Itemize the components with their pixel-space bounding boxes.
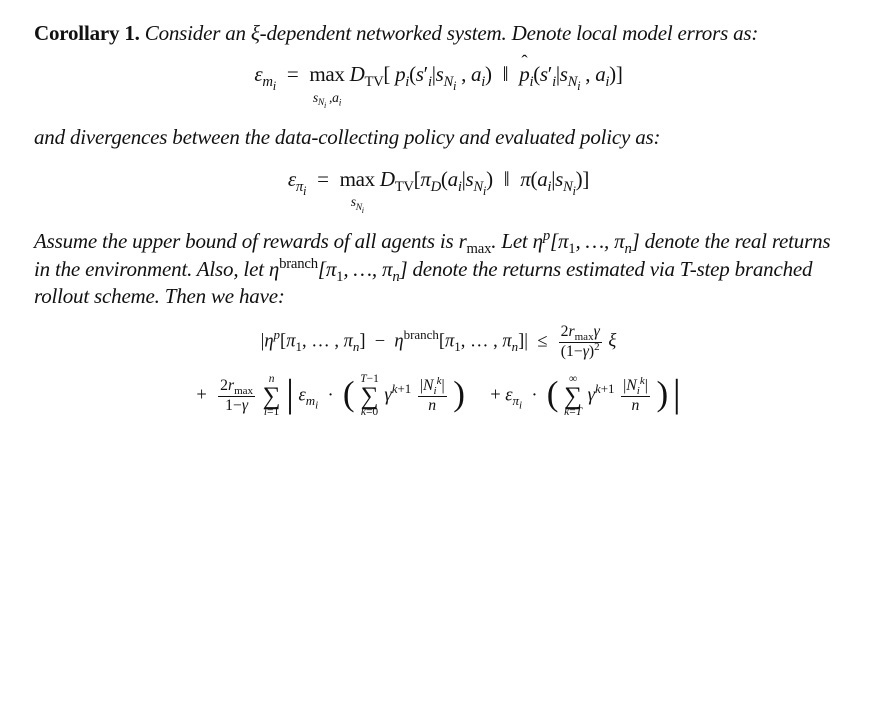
corollary-sent2: and divergences between the data-collect… bbox=[34, 125, 660, 149]
corollary-label: Corollary 1. bbox=[34, 21, 140, 45]
equation-bound: |ηp[π1, … , πn] − ηbranch[π1, … , πn]| ≤… bbox=[34, 324, 843, 418]
equation-bound-line2: + 2rmax 1−γ n ∑ i=1 | εmi · ( T−1 ∑ k=0 … bbox=[34, 374, 843, 418]
corollary-para-3: Assume the upper bound of rewards of all… bbox=[34, 228, 843, 310]
corollary-para-1: Corollary 1. Consider an ξ-dependent net… bbox=[34, 20, 843, 47]
equation-epsilon-pi: επi = max sNi DTV[πD(ai|sNi) ‖ π(ai|sNi)… bbox=[34, 166, 843, 211]
equation-bound-line1: |ηp[π1, … , πn] − ηbranch[π1, … , πn]| ≤… bbox=[34, 324, 843, 360]
corollary-sent1: Consider an ξ-dependent networked system… bbox=[145, 21, 758, 45]
equation-epsilon-m: εmi = max sNi ,ai DTV[ pi(s′i|sNi , ai) … bbox=[34, 61, 843, 106]
corollary-para-2: and divergences between the data-collect… bbox=[34, 124, 843, 151]
